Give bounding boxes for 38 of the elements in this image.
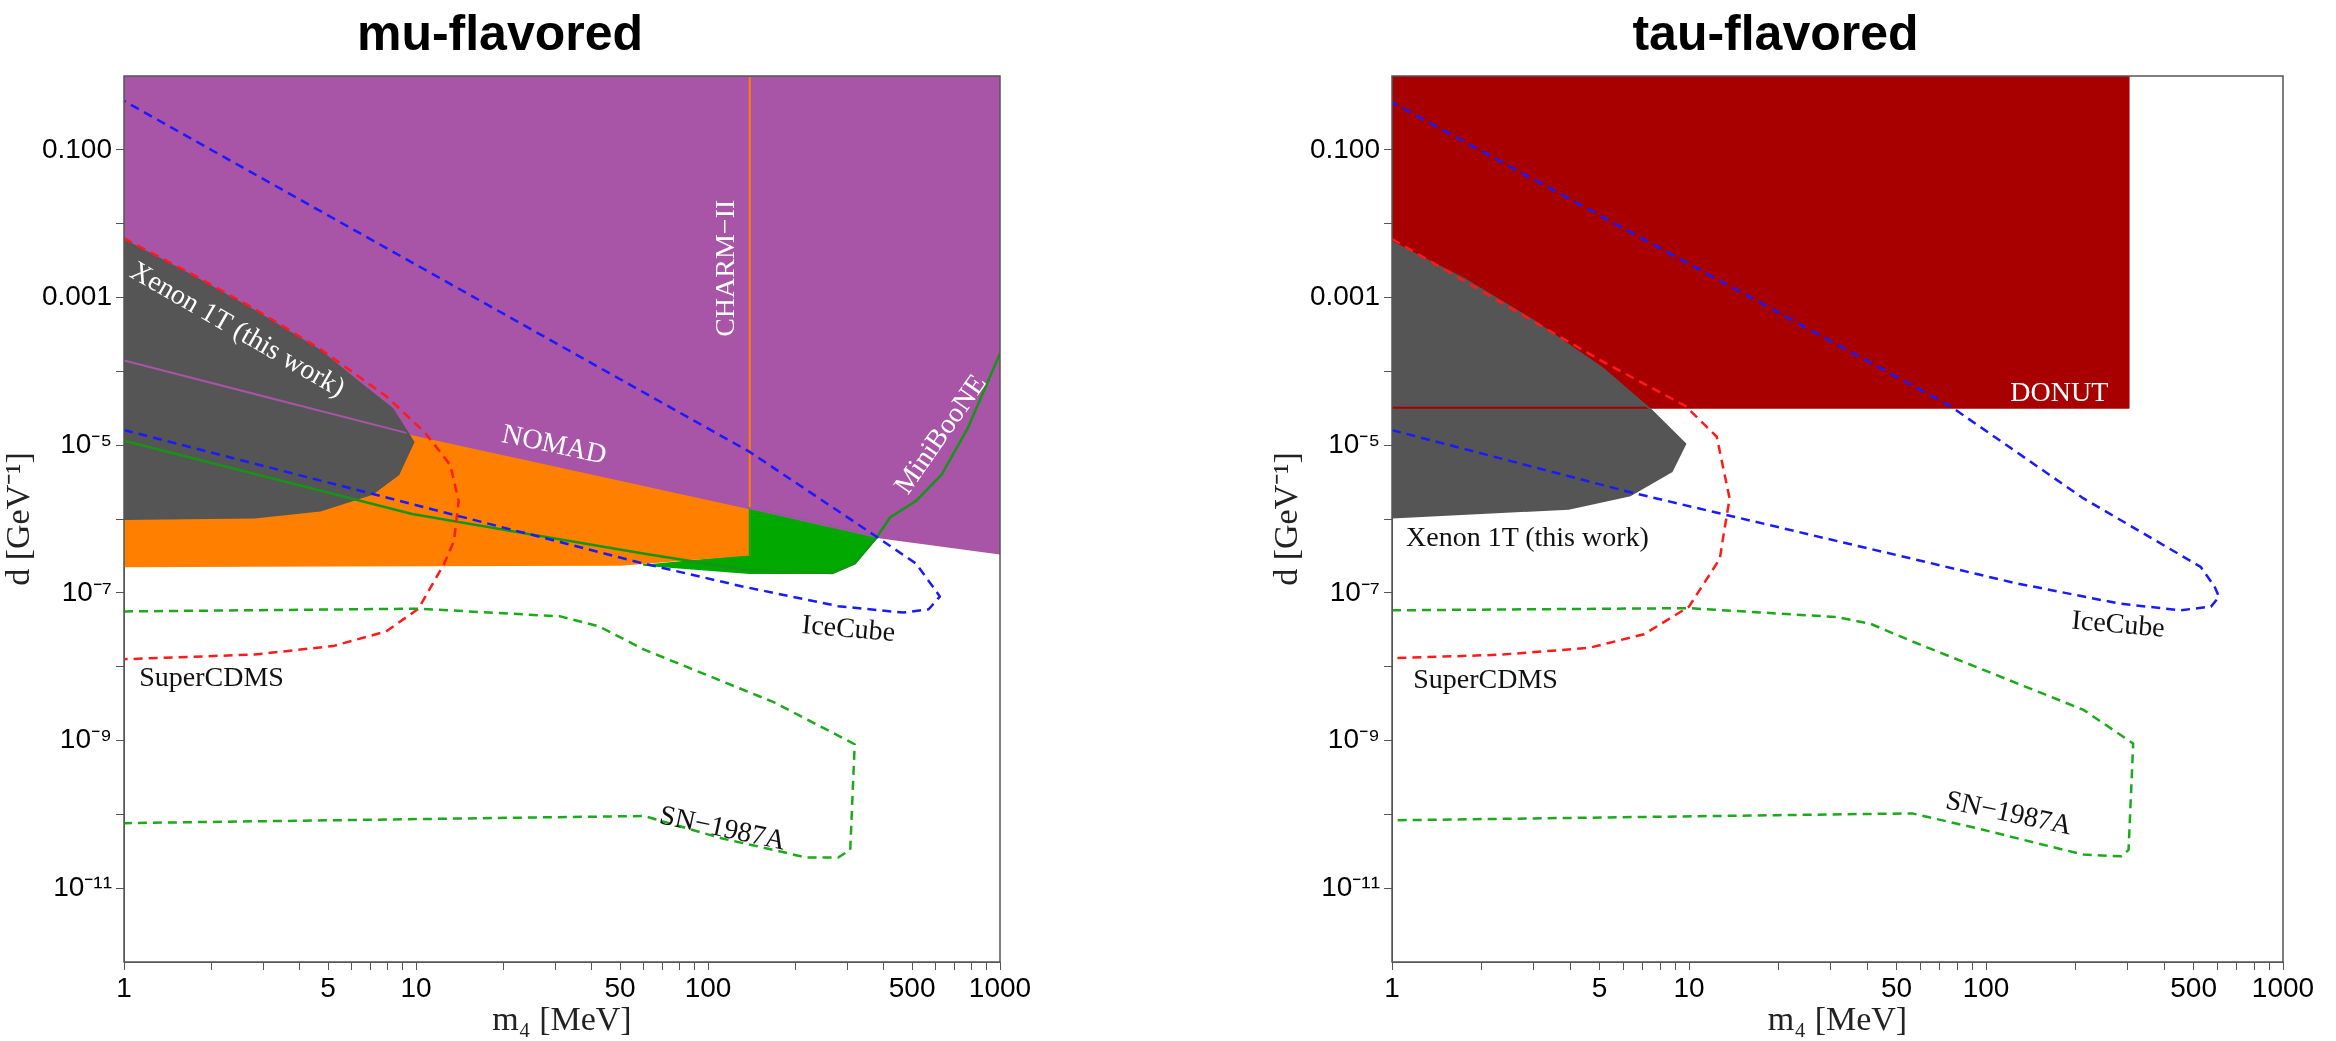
x-tick-label: 5	[320, 971, 336, 1003]
x-tick-label: 1	[116, 971, 132, 1003]
y-tick-label: 0.100	[1309, 132, 1380, 164]
annotation: SN−1987A	[657, 798, 790, 856]
annotation: NOMAD	[499, 417, 610, 470]
annotation: SN−1987A	[1943, 783, 2076, 841]
y-tick-label: 0.001	[41, 280, 112, 312]
y-axis-title: d [GeV⁻¹]	[1267, 452, 1305, 586]
annotation: SuperCDMS	[139, 660, 284, 692]
y-axis-title: d [GeV⁻¹]	[0, 452, 37, 586]
annotation: Xenon 1T (this work)	[1405, 520, 1649, 552]
y-tick-label: 10⁻⁷	[1329, 575, 1380, 607]
x-tick-label: 5	[1591, 971, 1608, 1003]
x-tick-label: 100	[684, 971, 732, 1003]
x-tick-label: 500	[2170, 971, 2217, 1003]
y-tick-label: 10⁻⁹	[1327, 723, 1380, 755]
chart-title: tau-flavored	[1632, 4, 1919, 61]
y-tick-label: 0.100	[41, 132, 112, 164]
y-tick-label: 10⁻¹¹	[53, 870, 112, 902]
x-tick-label: 500	[888, 971, 936, 1003]
annotation: IceCube	[800, 608, 897, 648]
y-tick-label: 10⁻⁵	[60, 427, 112, 459]
x-tick-label: 10	[400, 971, 432, 1003]
y-tick-label: 10⁻¹¹	[1321, 870, 1380, 902]
y-tick-label: 10⁻⁹	[59, 723, 112, 755]
chart-title: mu-flavored	[356, 4, 644, 61]
x-tick-label: 10	[1673, 971, 1705, 1003]
x-tick-label: 1000	[968, 971, 1032, 1003]
y-tick-label: 0.001	[1309, 280, 1380, 312]
annotation: SuperCDMS	[1413, 662, 1558, 694]
x-tick-label: 1	[1384, 971, 1400, 1003]
x-tick-label: 100	[1962, 971, 2010, 1003]
annotation: IceCube	[2070, 603, 2167, 643]
annotation: DONUT	[2010, 376, 2109, 408]
annotation: CHARM−II	[709, 199, 741, 337]
y-tick-label: 10⁻⁵	[1328, 427, 1380, 459]
y-tick-label: 10⁻⁷	[61, 575, 112, 607]
x-tick-label: 1000	[2251, 971, 2315, 1003]
